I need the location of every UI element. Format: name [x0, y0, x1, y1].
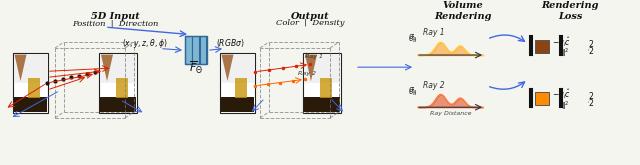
Bar — [220, 53, 255, 113]
Bar — [13, 53, 47, 113]
Bar — [200, 36, 206, 64]
Bar — [221, 97, 253, 112]
Text: $\sigma_a$: $\sigma_a$ — [408, 85, 418, 96]
Text: $(RGB\sigma)$: $(RGB\sigma)$ — [216, 37, 244, 49]
Bar — [304, 54, 340, 83]
Text: Ray 2: Ray 2 — [298, 71, 316, 76]
Text: Rendering
Loss: Rendering Loss — [541, 1, 599, 21]
Bar — [535, 40, 549, 53]
Bar — [13, 54, 47, 83]
Text: Position  |  Direction: Position | Direction — [72, 19, 158, 27]
Text: $\left\|{}\right\|_2^2$: $\left\|{}\right\|_2^2$ — [587, 90, 595, 110]
Bar — [100, 54, 136, 83]
Text: $-g_i\hat{c}$: $-g_i\hat{c}$ — [552, 87, 571, 102]
Bar — [99, 53, 137, 113]
Text: $-g_i\hat{c}$: $-g_i\hat{c}$ — [552, 35, 571, 50]
Polygon shape — [221, 55, 234, 81]
Bar — [304, 97, 340, 112]
Bar — [13, 97, 47, 112]
Bar — [28, 78, 40, 98]
Text: $\sigma_a$: $\sigma_a$ — [408, 35, 418, 46]
Text: $\|^2$: $\|^2$ — [561, 99, 569, 113]
Bar — [185, 36, 191, 64]
Text: $\sigma_a$: $\sigma_a$ — [408, 32, 418, 43]
Text: $\overline{F}_{\Theta}$: $\overline{F}_{\Theta}$ — [189, 59, 203, 76]
Polygon shape — [305, 55, 317, 81]
Text: Volume
Rendering: Volume Rendering — [435, 1, 492, 21]
Text: $(x,y,z,\theta,\phi)$: $(x,y,z,\theta,\phi)$ — [122, 37, 168, 50]
Text: Ray 2: Ray 2 — [423, 81, 445, 90]
Text: Ray 1: Ray 1 — [305, 54, 323, 59]
Text: $\|^2$: $\|^2$ — [561, 47, 569, 60]
Text: 5D Input: 5D Input — [91, 12, 140, 21]
Text: $\left\|{}\right\|_2^2$: $\left\|{}\right\|_2^2$ — [587, 38, 595, 58]
Bar — [235, 78, 247, 98]
Bar — [185, 36, 207, 64]
Polygon shape — [15, 55, 26, 81]
Text: Ray 1: Ray 1 — [423, 29, 445, 37]
Text: Ray Distance: Ray Distance — [429, 111, 471, 116]
Bar — [303, 53, 341, 113]
Bar — [116, 78, 128, 98]
Bar — [221, 54, 253, 83]
Bar — [535, 92, 549, 105]
Bar — [193, 36, 199, 64]
Text: Output: Output — [291, 12, 330, 21]
Polygon shape — [101, 55, 113, 81]
Bar — [320, 78, 332, 98]
Text: Color  |  Density: Color | Density — [276, 19, 344, 27]
Text: $\sigma_a$: $\sigma_a$ — [408, 87, 418, 98]
Bar — [100, 97, 136, 112]
